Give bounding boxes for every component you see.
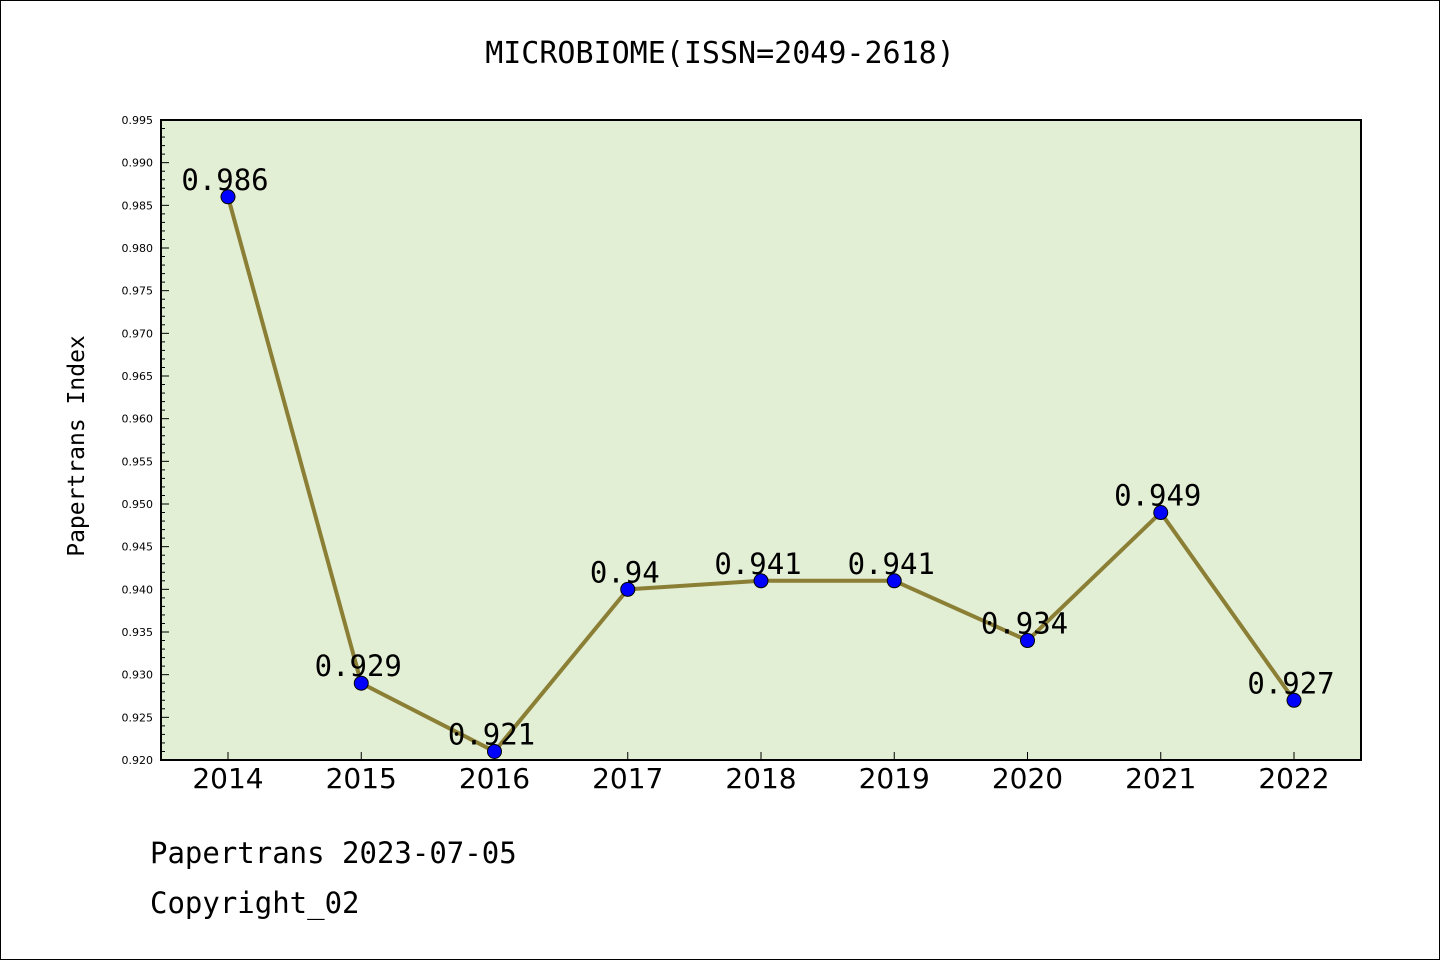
y-tick-label: 0.970 [122, 327, 154, 340]
data-label: 0.941 [848, 547, 935, 581]
data-label: 0.927 [1247, 666, 1334, 700]
data-point [1153, 505, 1169, 521]
data-point [1286, 692, 1302, 708]
y-tick-label: 0.985 [122, 199, 154, 212]
y-tick-label: 0.975 [122, 285, 154, 298]
x-tick-label: 2015 [326, 762, 397, 795]
x-tick-label: 2014 [192, 762, 263, 795]
y-tick-label: 0.940 [122, 583, 154, 596]
y-tick-label: 0.990 [122, 157, 154, 170]
x-tick-label: 2018 [725, 762, 796, 795]
x-tick-label: 2017 [592, 762, 663, 795]
y-tick-label: 0.980 [122, 242, 154, 255]
x-tick-label: 2019 [859, 762, 930, 795]
footer-copyright: Copyright_02 [150, 886, 360, 920]
y-tick-label: 0.930 [122, 669, 154, 682]
x-axis: 2014 2015 2016 2017 2018 2019 2020 2021 2022 [192, 752, 1330, 795]
data-label: 0.921 [448, 717, 535, 751]
y-tick-label: 0.925 [122, 711, 154, 724]
data-point [487, 743, 502, 759]
x-tick-label: 2021 [1125, 762, 1196, 795]
data-label: 0.949 [1114, 479, 1201, 513]
y-tick-label: 0.965 [122, 370, 154, 383]
data-point [886, 573, 902, 589]
data-point [620, 581, 636, 597]
y-tick-label: 0.955 [122, 455, 154, 468]
y-tick-label: 0.935 [122, 626, 154, 639]
y-tick-label: 0.920 [122, 754, 154, 767]
data-label: 0.929 [315, 649, 402, 683]
chart-title: MICROBIOME(ISSN=2049-2618) [485, 36, 955, 71]
y-tick-label: 0.945 [122, 541, 154, 554]
y-tick-label: 0.950 [122, 498, 154, 511]
y-axis: 0.920 0.925 0.930 0.935 0.940 0.945 0.950 0.955… [122, 114, 169, 767]
data-markers [220, 189, 1302, 759]
data-point [1020, 633, 1035, 649]
data-point [353, 675, 369, 691]
data-point [753, 573, 769, 589]
data-label: 0.941 [714, 547, 801, 581]
footer-date: Papertrans 2023-07-05 [150, 836, 517, 870]
data-label: 0.94 [590, 555, 660, 589]
y-tick-label: 0.960 [122, 413, 154, 426]
data-point [220, 189, 236, 205]
data-label: 0.934 [981, 607, 1068, 641]
plot-area [161, 120, 1361, 760]
y-axis-label: Papertrans Index [64, 335, 90, 557]
x-tick-label: 2016 [459, 762, 530, 795]
plot-border [160, 119, 1362, 761]
x-tick-label: 2020 [992, 762, 1063, 795]
y-tick-label: 0.995 [122, 114, 154, 127]
data-labels: 0.986 0.929 0.921 0.94 0.941 0.941 0.934 0.949 0… [181, 163, 1334, 752]
x-tick-label: 2022 [1258, 762, 1329, 795]
data-label: 0.986 [181, 163, 268, 197]
